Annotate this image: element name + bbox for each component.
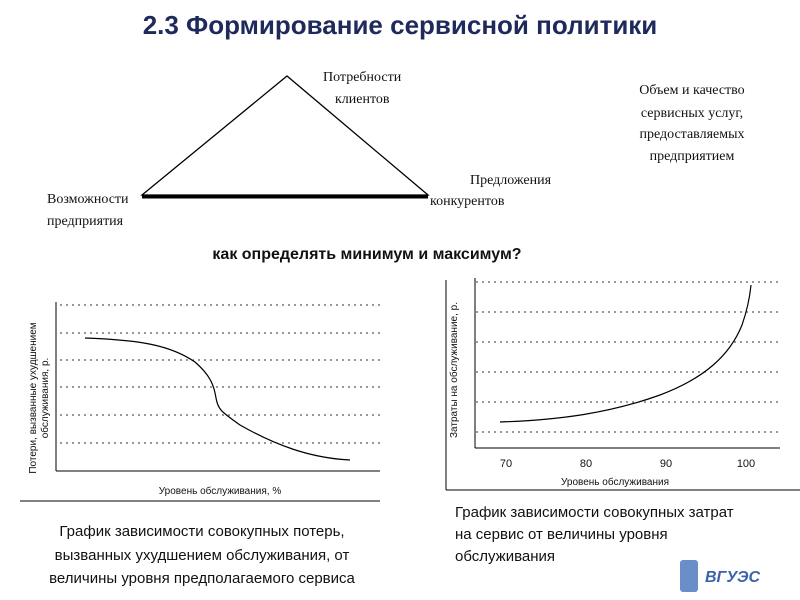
title: 2.3 Формирование сервисной политики xyxy=(143,10,658,40)
logo-icon xyxy=(680,560,698,592)
y-axis-label: обслуживания, р. xyxy=(39,358,51,439)
triangle-label: Потребности xyxy=(323,70,402,85)
caption: График зависимости совокупных затрат xyxy=(455,504,734,521)
caption: обслуживания xyxy=(455,548,555,565)
x-axis-label: Уровень обслуживания xyxy=(561,476,669,488)
note: сервисных услуг, xyxy=(641,106,743,121)
right-chart: Затраты на обслуживание, р. 70 80 90 100… xyxy=(445,278,800,565)
triangle-label: Предложения xyxy=(470,173,552,188)
caption: График зависимости совокупных потерь, xyxy=(59,523,344,540)
cost-curve xyxy=(499,284,752,423)
caption: величины уровня предполагаемого сервиса xyxy=(49,570,355,587)
x-tick-label: 70 xyxy=(500,458,512,470)
question: как определять минимум и максимум? xyxy=(212,246,521,263)
triangle xyxy=(140,75,430,196)
note: предприятием xyxy=(650,149,735,164)
x-tick-label: 100 xyxy=(737,458,755,470)
triangle-label: Возможности xyxy=(47,192,129,207)
logo: ВГУЭС xyxy=(680,560,761,592)
triangle-label: клиентов xyxy=(335,92,390,107)
triangle-label: предприятия xyxy=(47,214,124,229)
x-axis-label: Уровень обслуживания, % xyxy=(159,485,282,497)
logo-text: ВГУЭС xyxy=(705,569,761,586)
y-axis-label: Затраты на обслуживание, р. xyxy=(448,302,460,438)
x-tick-label: 90 xyxy=(660,458,672,470)
note: Объем и качество xyxy=(639,83,744,98)
y-axis-label: Потери, вызванные ухудшением xyxy=(28,322,39,473)
x-tick-label: 80 xyxy=(580,458,592,470)
caption: вызванных ухудшением обслуживания, от xyxy=(55,547,350,564)
loss-curve xyxy=(84,337,351,461)
caption: на сервис от величины уровня xyxy=(455,526,668,543)
triangle-label: конкурентов xyxy=(430,194,505,209)
note: предоставляемых xyxy=(639,127,744,142)
left-chart: Потери, вызванные ухудшением обслуживани… xyxy=(20,302,380,587)
